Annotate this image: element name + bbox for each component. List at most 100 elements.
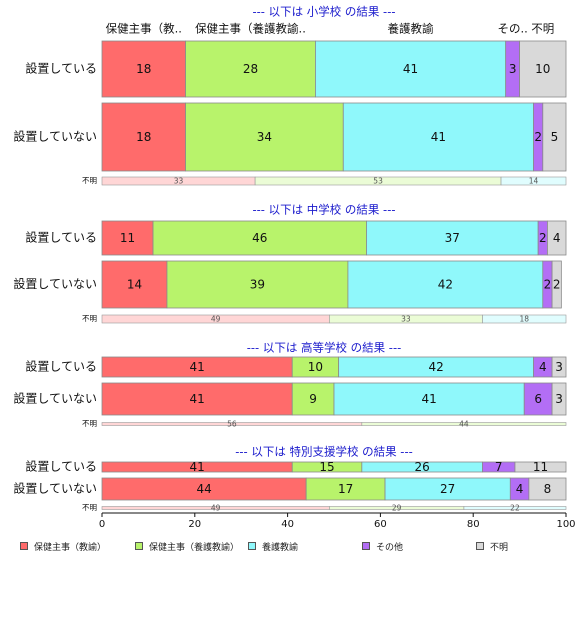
group-title: --- 以下は 特別支援学校 の結果 --- [235,445,413,459]
row-label: 設置していない [13,481,97,496]
row-label: 設置している [25,359,97,374]
category-header: その.. [497,22,527,36]
bar-segment [333,382,525,416]
bar-segment [547,220,567,256]
bar-value-label: 4 [539,360,547,374]
bar-value-label: 42 [438,278,453,292]
legend-label: 不明 [490,542,509,553]
bar-value-label: 41 [403,62,418,76]
bar-segment [519,40,567,98]
bar-value-label: 44 [196,482,211,496]
bar-value-label: 11 [120,231,135,245]
unknown-value-label: 56 [227,420,237,429]
bar-value-label: 41 [189,460,204,474]
bar-value-label: 41 [431,130,446,144]
bar-value-label: 3 [555,392,563,406]
legend-swatch-nurse-teacher [135,542,143,550]
bar-value-label: 3 [555,360,563,374]
bar-segment [185,102,344,172]
bar-value-label: 14 [127,278,142,292]
unknown-segment [482,314,567,324]
bar-value-label: 2 [544,278,552,292]
bar-segment [185,40,316,98]
bar-value-label: 6 [534,392,542,406]
bar-value-label: 34 [257,130,272,144]
row-label: 設置していない [13,276,97,291]
unknown-value-label: 33 [401,315,411,324]
legend-item-nurse-teacher: 保健主事（養護教諭） [135,538,239,554]
bar-value-label: 4 [553,231,561,245]
bar-segment [347,260,544,309]
bar-value-label: 2 [553,278,561,292]
legend-label: 保健主事（養護教諭） [149,542,240,553]
unknown-row-label: 不明 [82,176,97,185]
row-label: 設置している [25,61,97,76]
bar-segment [551,356,567,378]
bar-segment [514,461,567,473]
bar-segment [342,102,534,172]
bar-value-label: 18 [136,62,151,76]
bar-value-label: 42 [428,360,443,374]
group-title: --- 以下は 小学校 の結果 --- [252,5,395,19]
bar-value-label: 11 [533,460,548,474]
unknown-value-label: 14 [529,177,539,186]
category-header: 養護教諭 [388,22,434,36]
row-label: 設置していない [13,391,97,406]
unknown-segment [463,506,567,510]
unknown-value-label: 29 [392,504,402,513]
x-axis-tick-label: 0 [99,519,105,530]
row-label: 設置している [25,230,97,245]
legend-item-teacher: 保健主事（教諭） [20,538,106,554]
bar-value-label: 37 [445,231,460,245]
bar-value-label: 17 [338,482,353,496]
legend-label: 養護教諭 [262,542,299,553]
group-title: --- 以下は 中学校 の結果 --- [252,203,395,217]
unknown-row-label: 不明 [82,419,97,428]
x-axis-tick-label: 40 [281,519,294,530]
row-label: 設置している [25,459,97,474]
legend-item-nurse: 養護教諭 [248,538,298,554]
bar-segment [366,220,539,256]
bar-value-label: 18 [136,130,151,144]
category-header: 保健主事（養護教諭.. [195,22,306,36]
category-header: 不明 [531,22,554,36]
unknown-value-label: 49 [211,504,221,513]
bar-value-label: 41 [189,392,204,406]
x-axis-tick-label: 80 [467,519,480,530]
unknown-value-label: 18 [519,315,529,324]
unknown-value-label: 53 [373,177,383,186]
bar-value-label: 10 [535,62,550,76]
x-axis-tick-label: 20 [188,519,201,530]
legend-swatch-unknown [476,542,484,550]
legend-label: その他 [376,542,404,553]
group-title: --- 以下は 高等学校 の結果 --- [247,341,402,355]
legend-item-unknown: 不明 [476,538,508,554]
legend-label: 保健主事（教諭） [34,542,107,553]
bar-value-label: 2 [539,231,547,245]
bar-value-label: 28 [243,62,258,76]
bar-segment [551,260,562,309]
unknown-segment [500,176,567,186]
bar-value-label: 26 [415,460,430,474]
bar-value-label: 5 [551,130,559,144]
bar-segment [101,102,186,172]
category-header: 保健主事（教.. [106,22,182,36]
bar-segment [551,382,567,416]
stacked-bar-chart: 保健主事（教.. 保健主事（養護教諭.. 養護教諭 その.. 不明 --- 以下は 小学校… [13,5,575,531]
bar-value-label: 41 [421,392,436,406]
unknown-value-label: 49 [211,315,221,324]
bar-value-label: 4 [516,482,524,496]
bar-value-label: 7 [495,460,503,474]
bar-value-label: 2 [534,130,542,144]
unknown-value-label: 44 [459,420,469,429]
unknown-row-label: 不明 [82,503,97,512]
x-axis-tick-label: 100 [556,519,575,530]
unknown-value-label: 33 [174,177,184,186]
legend-swatch-nurse [248,542,256,550]
bar-segment [166,260,349,309]
bar-value-label: 10 [308,360,323,374]
bar-segment [101,220,154,256]
x-axis-tick-label: 60 [374,519,387,530]
bar-segment [291,382,335,416]
bar-segment [315,40,507,98]
